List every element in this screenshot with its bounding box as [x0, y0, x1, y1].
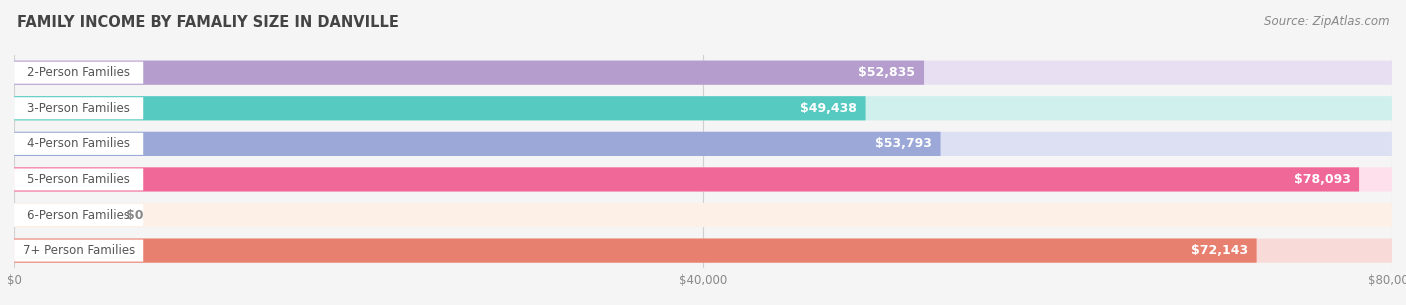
FancyBboxPatch shape	[14, 96, 866, 120]
FancyBboxPatch shape	[14, 239, 1392, 263]
Text: 4-Person Families: 4-Person Families	[27, 137, 131, 150]
FancyBboxPatch shape	[14, 203, 117, 227]
FancyBboxPatch shape	[14, 167, 1360, 192]
Text: 5-Person Families: 5-Person Families	[27, 173, 131, 186]
FancyBboxPatch shape	[14, 240, 143, 262]
FancyBboxPatch shape	[14, 61, 924, 85]
Text: 2-Person Families: 2-Person Families	[27, 66, 131, 79]
Text: $53,793: $53,793	[875, 137, 932, 150]
FancyBboxPatch shape	[14, 61, 1392, 85]
Text: FAMILY INCOME BY FAMALIY SIZE IN DANVILLE: FAMILY INCOME BY FAMALIY SIZE IN DANVILL…	[17, 15, 399, 30]
Text: $49,438: $49,438	[800, 102, 856, 115]
FancyBboxPatch shape	[14, 167, 1392, 192]
FancyBboxPatch shape	[14, 133, 143, 155]
Text: 7+ Person Families: 7+ Person Families	[22, 244, 135, 257]
FancyBboxPatch shape	[14, 204, 143, 226]
FancyBboxPatch shape	[14, 203, 1392, 227]
Text: $78,093: $78,093	[1294, 173, 1351, 186]
Text: $72,143: $72,143	[1191, 244, 1249, 257]
FancyBboxPatch shape	[14, 239, 1257, 263]
Text: $52,835: $52,835	[859, 66, 915, 79]
Text: 3-Person Families: 3-Person Families	[27, 102, 131, 115]
Text: Source: ZipAtlas.com: Source: ZipAtlas.com	[1264, 15, 1389, 28]
Text: $0: $0	[127, 209, 143, 221]
FancyBboxPatch shape	[14, 132, 1392, 156]
FancyBboxPatch shape	[14, 97, 143, 119]
FancyBboxPatch shape	[14, 96, 1392, 120]
Text: 6-Person Families: 6-Person Families	[27, 209, 131, 221]
FancyBboxPatch shape	[14, 62, 143, 84]
FancyBboxPatch shape	[14, 132, 941, 156]
FancyBboxPatch shape	[14, 168, 143, 190]
